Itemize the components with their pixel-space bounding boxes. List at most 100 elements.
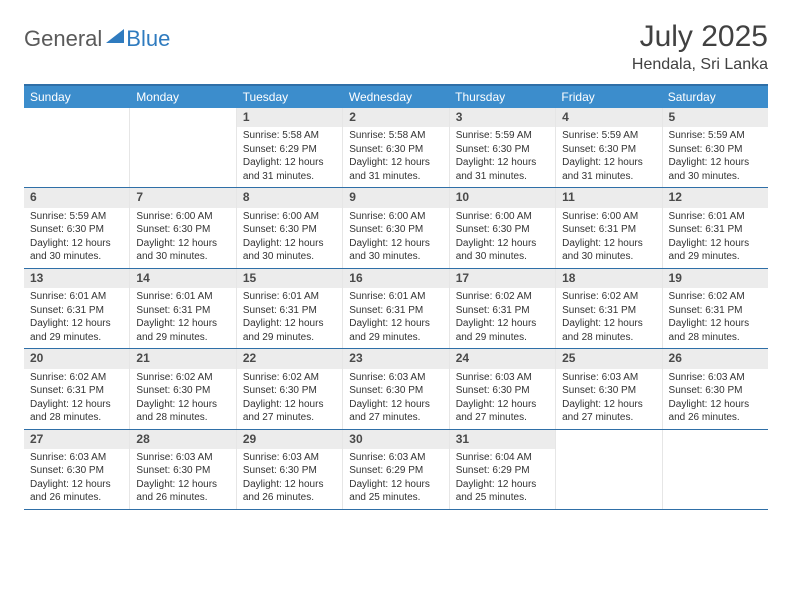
day-cell: .. (130, 108, 236, 187)
day-number: 28 (130, 430, 235, 449)
day-number: 14 (130, 269, 235, 288)
sunset-line: Sunset: 6:31 PM (349, 304, 442, 318)
day-number: 31 (450, 430, 555, 449)
sunset-line: Sunset: 6:30 PM (136, 384, 229, 398)
sunset-line: Sunset: 6:31 PM (136, 304, 229, 318)
day-number: 30 (343, 430, 448, 449)
daylight-line: Daylight: 12 hours and 29 minutes. (243, 317, 336, 344)
sunrise-line: Sunrise: 5:58 AM (349, 129, 442, 143)
daylight-line: Daylight: 12 hours and 29 minutes. (349, 317, 442, 344)
sunrise-line: Sunrise: 6:00 AM (562, 210, 655, 224)
day-number: 22 (237, 349, 342, 368)
day-cell: 11Sunrise: 6:00 AMSunset: 6:31 PMDayligh… (556, 188, 662, 267)
sunset-line: Sunset: 6:30 PM (349, 223, 442, 237)
sunrise-line: Sunrise: 6:02 AM (243, 371, 336, 385)
daylight-line: Daylight: 12 hours and 26 minutes. (243, 478, 336, 505)
day-number: 8 (237, 188, 342, 207)
sunset-line: Sunset: 6:31 PM (243, 304, 336, 318)
sunset-line: Sunset: 6:30 PM (669, 143, 762, 157)
day-number: 5 (663, 108, 768, 127)
daylight-line: Daylight: 12 hours and 27 minutes. (349, 398, 442, 425)
daylight-line: Daylight: 12 hours and 25 minutes. (349, 478, 442, 505)
daylight-line: Daylight: 12 hours and 27 minutes. (562, 398, 655, 425)
sunrise-line: Sunrise: 6:03 AM (136, 451, 229, 465)
sunrise-line: Sunrise: 6:03 AM (243, 451, 336, 465)
weekday-header: Friday (555, 86, 661, 108)
day-body: Sunrise: 6:02 AMSunset: 6:31 PMDaylight:… (450, 288, 555, 348)
daylight-line: Daylight: 12 hours and 29 minutes. (30, 317, 123, 344)
sunrise-line: Sunrise: 6:02 AM (669, 290, 762, 304)
day-body: Sunrise: 5:58 AMSunset: 6:30 PMDaylight:… (343, 127, 448, 187)
sunset-line: Sunset: 6:31 PM (562, 223, 655, 237)
day-body: Sunrise: 5:58 AMSunset: 6:29 PMDaylight:… (237, 127, 342, 187)
title-block: July 2025 Hendala, Sri Lanka (632, 20, 768, 74)
day-number: 18 (556, 269, 661, 288)
week-row: ....1Sunrise: 5:58 AMSunset: 6:29 PMDayl… (24, 108, 768, 188)
day-number: 11 (556, 188, 661, 207)
daylight-line: Daylight: 12 hours and 31 minutes. (243, 156, 336, 183)
week-row: 13Sunrise: 6:01 AMSunset: 6:31 PMDayligh… (24, 269, 768, 349)
sunset-line: Sunset: 6:31 PM (669, 304, 762, 318)
sunrise-line: Sunrise: 6:00 AM (243, 210, 336, 224)
day-number: 25 (556, 349, 661, 368)
sunrise-line: Sunrise: 6:03 AM (349, 371, 442, 385)
sunset-line: Sunset: 6:30 PM (349, 143, 442, 157)
sunset-line: Sunset: 6:31 PM (30, 304, 123, 318)
day-body: Sunrise: 6:02 AMSunset: 6:31 PMDaylight:… (663, 288, 768, 348)
sunrise-line: Sunrise: 6:03 AM (669, 371, 762, 385)
day-number: 27 (24, 430, 129, 449)
sunset-line: Sunset: 6:30 PM (456, 384, 549, 398)
daylight-line: Daylight: 12 hours and 28 minutes. (562, 317, 655, 344)
daylight-line: Daylight: 12 hours and 30 minutes. (30, 237, 123, 264)
sunset-line: Sunset: 6:31 PM (562, 304, 655, 318)
day-number: 21 (130, 349, 235, 368)
day-cell: .. (663, 430, 768, 509)
day-body: Sunrise: 6:03 AMSunset: 6:30 PMDaylight:… (343, 369, 448, 429)
sunset-line: Sunset: 6:30 PM (243, 384, 336, 398)
day-number: 7 (130, 188, 235, 207)
daylight-line: Daylight: 12 hours and 26 minutes. (136, 478, 229, 505)
day-cell: 8Sunrise: 6:00 AMSunset: 6:30 PMDaylight… (237, 188, 343, 267)
day-cell: 9Sunrise: 6:00 AMSunset: 6:30 PMDaylight… (343, 188, 449, 267)
day-body: Sunrise: 6:03 AMSunset: 6:30 PMDaylight:… (24, 449, 129, 509)
day-body: Sunrise: 5:59 AMSunset: 6:30 PMDaylight:… (556, 127, 661, 187)
day-cell: 10Sunrise: 6:00 AMSunset: 6:30 PMDayligh… (450, 188, 556, 267)
sunset-line: Sunset: 6:30 PM (243, 464, 336, 478)
day-body: Sunrise: 6:00 AMSunset: 6:31 PMDaylight:… (556, 208, 661, 268)
day-cell: 19Sunrise: 6:02 AMSunset: 6:31 PMDayligh… (663, 269, 768, 348)
day-cell: 25Sunrise: 6:03 AMSunset: 6:30 PMDayligh… (556, 349, 662, 428)
sunset-line: Sunset: 6:29 PM (349, 464, 442, 478)
day-cell: 2Sunrise: 5:58 AMSunset: 6:30 PMDaylight… (343, 108, 449, 187)
day-cell: 18Sunrise: 6:02 AMSunset: 6:31 PMDayligh… (556, 269, 662, 348)
day-body: Sunrise: 5:59 AMSunset: 6:30 PMDaylight:… (24, 208, 129, 268)
sunrise-line: Sunrise: 6:03 AM (30, 451, 123, 465)
sunrise-line: Sunrise: 5:59 AM (30, 210, 123, 224)
day-number: 15 (237, 269, 342, 288)
daylight-line: Daylight: 12 hours and 30 minutes. (456, 237, 549, 264)
sunrise-line: Sunrise: 6:01 AM (243, 290, 336, 304)
weekday-header: Thursday (449, 86, 555, 108)
sunrise-line: Sunrise: 6:01 AM (136, 290, 229, 304)
day-number: 26 (663, 349, 768, 368)
daylight-line: Daylight: 12 hours and 31 minutes. (349, 156, 442, 183)
day-cell: 20Sunrise: 6:02 AMSunset: 6:31 PMDayligh… (24, 349, 130, 428)
day-cell: 21Sunrise: 6:02 AMSunset: 6:30 PMDayligh… (130, 349, 236, 428)
sunset-line: Sunset: 6:30 PM (136, 464, 229, 478)
day-body: Sunrise: 6:03 AMSunset: 6:30 PMDaylight:… (663, 369, 768, 429)
weeks-container: ....1Sunrise: 5:58 AMSunset: 6:29 PMDayl… (24, 108, 768, 510)
sunrise-line: Sunrise: 5:58 AM (243, 129, 336, 143)
day-number: 29 (237, 430, 342, 449)
sunset-line: Sunset: 6:30 PM (30, 223, 123, 237)
day-cell: 4Sunrise: 5:59 AMSunset: 6:30 PMDaylight… (556, 108, 662, 187)
day-body: Sunrise: 6:01 AMSunset: 6:31 PMDaylight:… (130, 288, 235, 348)
daylight-line: Daylight: 12 hours and 30 minutes. (136, 237, 229, 264)
daylight-line: Daylight: 12 hours and 28 minutes. (669, 317, 762, 344)
daylight-line: Daylight: 12 hours and 31 minutes. (456, 156, 549, 183)
daylight-line: Daylight: 12 hours and 28 minutes. (136, 398, 229, 425)
sunrise-line: Sunrise: 6:03 AM (456, 371, 549, 385)
day-number: 3 (450, 108, 555, 127)
day-cell: 22Sunrise: 6:02 AMSunset: 6:30 PMDayligh… (237, 349, 343, 428)
day-body: Sunrise: 6:02 AMSunset: 6:31 PMDaylight:… (556, 288, 661, 348)
day-cell: .. (556, 430, 662, 509)
day-cell: .. (24, 108, 130, 187)
